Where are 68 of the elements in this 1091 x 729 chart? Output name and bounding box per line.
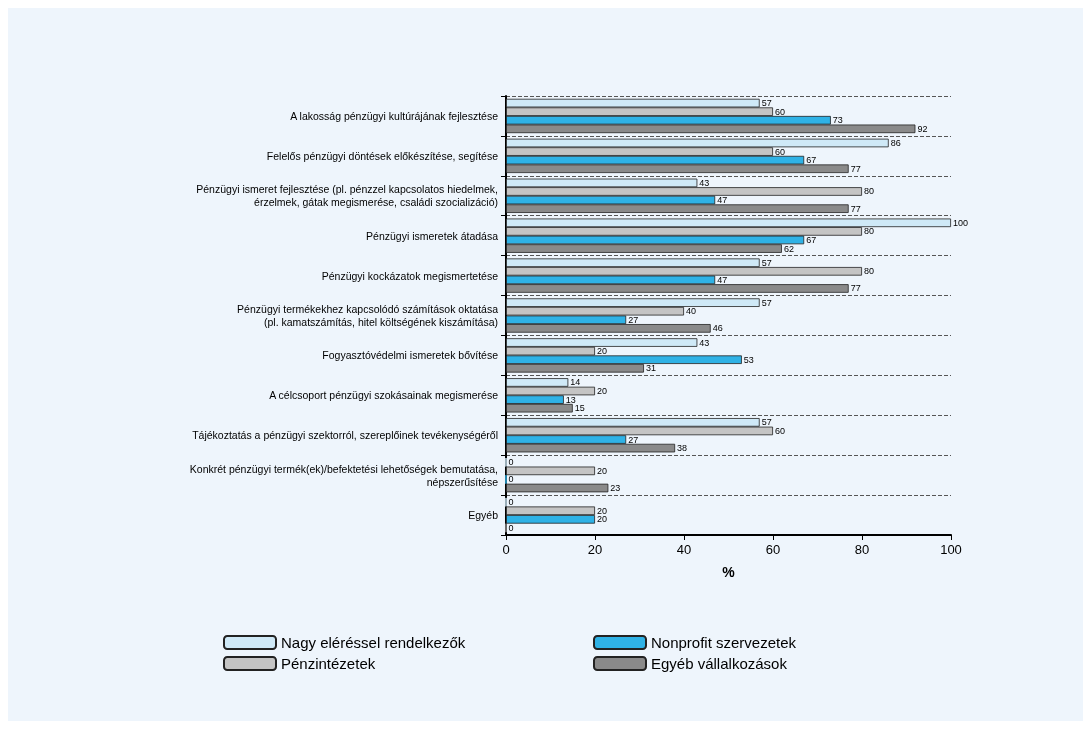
y-tick-label: Egyéb xyxy=(468,509,499,522)
data-label: 15 xyxy=(574,403,585,414)
x-tick-label: 40 xyxy=(676,542,692,557)
data-label: 92 xyxy=(917,123,928,134)
y-tick-label: A lakosság pénzügyi kultúrájának fejlesztése xyxy=(290,109,499,122)
y-tick-label: Felelős pénzügyi döntések előkészítése, segítése xyxy=(266,149,499,162)
data-label: 0 xyxy=(508,457,514,468)
data-label: 57 xyxy=(761,98,772,109)
data-label: 20 xyxy=(597,346,608,357)
y-tick-label: Pénzügyi ismeretek átadása xyxy=(366,229,499,242)
data-label: 14 xyxy=(570,377,581,388)
data-label: 47 xyxy=(717,274,728,285)
data-label: 23 xyxy=(610,483,621,494)
data-label: 0 xyxy=(508,522,514,533)
x-tick-label: 80 xyxy=(854,542,870,557)
data-label: 57 xyxy=(761,257,772,268)
data-label: 13 xyxy=(565,394,576,405)
bar xyxy=(506,466,595,476)
data-label: 57 xyxy=(761,417,772,428)
data-label: 20 xyxy=(597,514,608,525)
data-label: 60 xyxy=(775,425,786,436)
x-tick-label: 0 xyxy=(502,542,510,557)
x-tick-label: 60 xyxy=(765,542,781,557)
data-label: 80 xyxy=(864,186,875,197)
bar xyxy=(506,483,609,493)
y-tick-label: A célcsoport pénzügyi szokásainak megismerése xyxy=(269,389,499,402)
data-label: 80 xyxy=(864,266,875,277)
data-label: 86 xyxy=(890,137,901,148)
data-label: 38 xyxy=(677,443,688,454)
x-axis-title: % xyxy=(722,564,736,580)
x-tick-label: 100 xyxy=(940,542,962,557)
data-label: 43 xyxy=(699,177,710,188)
data-label: 53 xyxy=(743,354,754,365)
y-tick-label: Tájékoztatás a pénzügyi szektorról, szereplőinek tevékenységéről xyxy=(192,429,498,442)
y-tick-label: Pénzügyi termékekhez kapcsolódó számítások oktatása (pl. kamatszámítás, hitel költségének kiszámítása) xyxy=(237,303,499,328)
y-tick-label: Pénzügyi kockázatok megismertetése xyxy=(321,269,499,282)
data-label: 77 xyxy=(850,163,861,174)
data-label: 73 xyxy=(832,115,843,126)
data-label: 80 xyxy=(864,226,875,237)
data-label: 43 xyxy=(699,337,710,348)
data-label: 100 xyxy=(953,217,969,228)
data-label: 46 xyxy=(712,323,723,334)
data-label: 20 xyxy=(597,386,608,397)
data-label: 0 xyxy=(508,474,514,485)
data-label: 31 xyxy=(645,363,656,374)
legend-label: Pénzintézetek xyxy=(281,655,376,672)
y-tick-label: Fogyasztóvédelmi ismeretek bővítése xyxy=(322,349,499,362)
data-label: 20 xyxy=(597,465,608,476)
y-tick-label: Pénzügyi ismeret fejlesztése (pl. pénzzel kapcsolatos hiedelmek, érzelmek, gátak megismerése, családi szocializáció) xyxy=(196,183,498,209)
legend-label: Egyéb vállalkozások xyxy=(651,655,788,672)
x-tick-label: 20 xyxy=(587,542,603,557)
data-label: 20 xyxy=(597,505,608,516)
legend-label: Nonprofit szervezetek xyxy=(651,634,797,651)
data-label: 40 xyxy=(686,306,697,317)
data-label: 67 xyxy=(806,234,817,245)
data-label: 0 xyxy=(508,497,514,508)
y-tick-label: Konkrét pénzügyi termék(ek)/befektetési lehetőségek bemutatása, népszerűsítése xyxy=(189,462,499,488)
data-label: 47 xyxy=(717,195,728,206)
data-label: 67 xyxy=(806,155,817,166)
data-label: 77 xyxy=(850,203,861,214)
data-label: 62 xyxy=(783,243,794,254)
data-label: 60 xyxy=(775,106,786,117)
data-label: 27 xyxy=(628,314,639,325)
data-label: 57 xyxy=(761,297,772,308)
data-label: 27 xyxy=(628,434,639,445)
data-label: 60 xyxy=(775,146,786,157)
data-label: 77 xyxy=(850,283,861,294)
legend-label: Nagy eléréssel rendelkezők xyxy=(281,634,466,651)
